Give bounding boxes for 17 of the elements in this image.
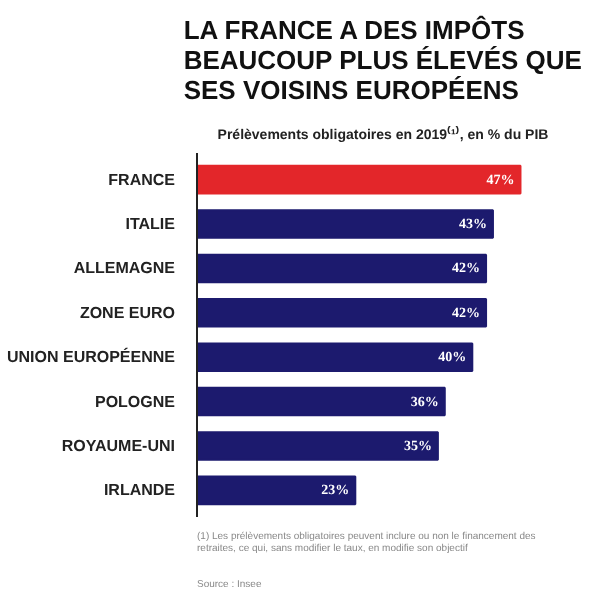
bar [197,253,488,284]
bar [197,164,522,195]
y-tick-label: ROYAUME-UNI [61,436,176,455]
y-tick-label: FRANCE [108,170,177,189]
y-tick-label: ZONE EURO [79,303,176,322]
bar [197,475,357,506]
bar [197,431,439,461]
bar [197,209,494,239]
chart-title: LA FRANCE A DES IMPÔTS BEAUCOUP PLUS ÉLEVÉS QUE SES VOISINS EUROPÉENS [183,15,583,105]
y-tick-label: UNION EUROPÉENNE [6,346,177,367]
y-tick-label: POLOGNE [94,392,177,411]
bar [197,342,474,372]
bar [197,298,488,328]
y-tick-label: IRLANDE [103,481,177,500]
y-tick-label: ITALIE [125,215,177,234]
bar [197,386,446,417]
y-tick-label: ALLEMAGNE [73,259,177,278]
